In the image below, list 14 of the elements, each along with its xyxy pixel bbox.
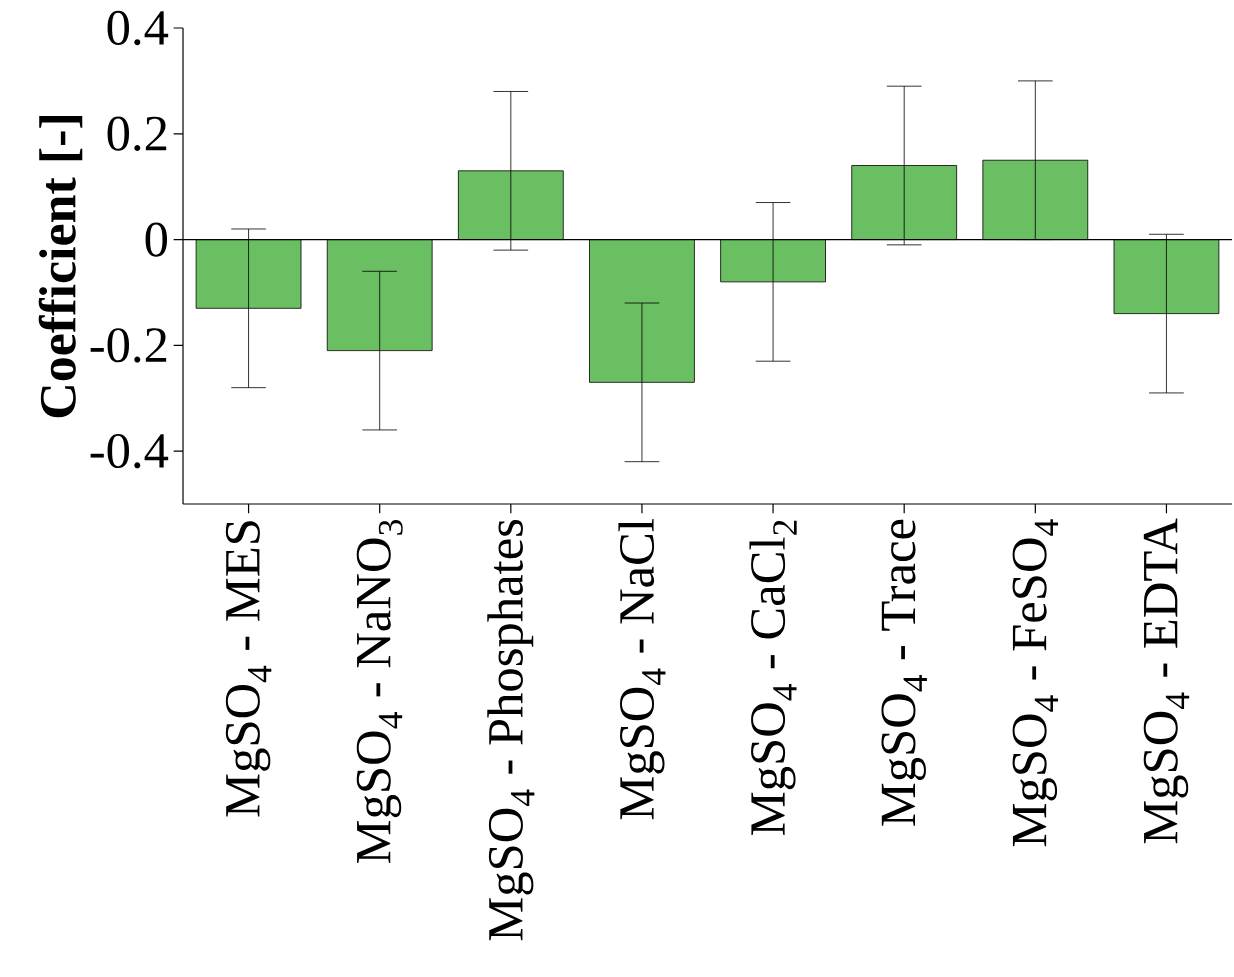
x-tick-label: MgSO$_{4}$ - Trace: [881, 519, 927, 826]
x-tick-label: MgSO$_{4}$ - CaCl$_{2}$: [749, 520, 797, 835]
x-tick-label: MgSO$_{4}$ - FeSO$_{4}$: [1012, 519, 1059, 847]
y-tick-label: -0.4: [90, 433, 169, 469]
x-tick-label: MgSO$_{4}$ - NaCl: [618, 519, 666, 820]
y-tick-label: 0.4: [107, 10, 169, 46]
x-tick-label: MgSO$_{4}$ - EDTA: [1143, 518, 1190, 844]
y-tick-label: 0: [145, 222, 168, 257]
y-axis-title: Coefficient [-]: [38, 116, 83, 418]
y-tick-label: -0.2: [90, 328, 167, 363]
x-tick-label: MgSO$_{4}$ - MES: [225, 521, 272, 817]
x-tick-label: MgSO$_{4}$ - Phosphates: [487, 519, 535, 941]
y-tick-label: 0.2: [107, 116, 167, 151]
x-tick-label: MgSO$_{4}$ - NaNO$_{3}$: [356, 520, 403, 863]
